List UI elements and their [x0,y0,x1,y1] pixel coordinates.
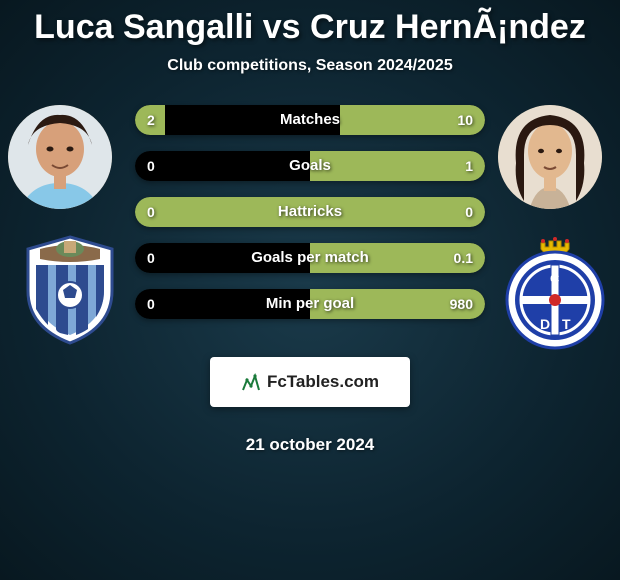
crest-icon [20,235,120,345]
stat-value-left: 0 [147,151,155,181]
avatar-placeholder-icon [498,105,602,209]
stat-value-right: 980 [450,289,473,319]
stat-row: Goals per match0 0.1 [135,243,485,273]
player-right-avatar [498,105,602,209]
svg-text:C: C [550,271,560,286]
stat-bars: Matches210Goals01Hattricks00Goals per ma… [135,105,485,335]
team-left-crest [20,235,120,345]
stat-label: Matches [135,105,485,135]
subtitle: Club competitions, Season 2024/2025 [0,57,620,75]
stat-value-left: 0 [147,289,155,319]
date-text: 21 october 2024 [0,435,620,455]
player-left-avatar [8,105,112,209]
page-title: Luca Sangalli vs Cruz HernÃ¡ndez [0,0,620,47]
stat-value-right: 0.1 [454,243,473,273]
stat-value-right: 0 [465,197,473,227]
comparison-panel: D T C Matches210Goals01Hattricks00Goals … [0,105,620,365]
stat-label: Hattricks [135,197,485,227]
stat-value-left: 0 [147,243,155,273]
stat-label: Goals per match [135,243,485,273]
stat-value-right: 1 [465,151,473,181]
stat-value-left: 0 [147,197,155,227]
team-right-crest: D T C [500,235,610,350]
stat-row: Goals0 1 [135,151,485,181]
stat-value-right: 10 [457,105,473,135]
source-badge: FcTables.com [210,357,410,407]
stat-label: Min per goal [135,289,485,319]
stat-row: Hattricks0 0 [135,197,485,227]
stat-value-left: 2 [147,105,155,135]
stat-row: Min per goal0 980 [135,289,485,319]
svg-text:D: D [540,316,550,332]
svg-text:T: T [562,316,571,332]
stat-label: Goals [135,151,485,181]
stat-row: Matches2 10 [135,105,485,135]
logo-icon [241,372,261,392]
badge-text: FcTables.com [267,372,379,392]
crest-icon: D T C [500,235,610,350]
avatar-placeholder-icon [8,105,112,209]
